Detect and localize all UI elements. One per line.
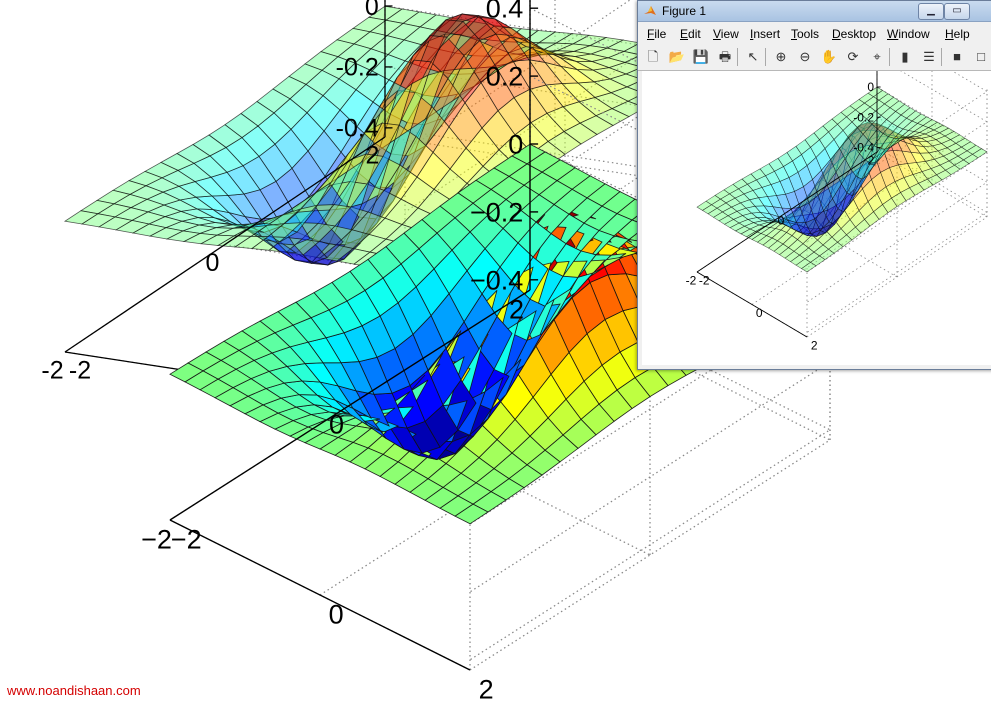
surface-patch bbox=[63, 210, 100, 225]
legend-icon[interactable]: ☰ bbox=[923, 49, 935, 64]
y-tick-label: 0 bbox=[329, 409, 344, 439]
z-tick-label: 0 bbox=[508, 129, 523, 159]
menu-edit[interactable]: Edit bbox=[680, 27, 701, 41]
pan-hand-icon[interactable]: ✋ bbox=[820, 49, 838, 64]
x-tick-label: 0 bbox=[329, 599, 344, 629]
y-tick-label: 0 bbox=[206, 249, 220, 277]
show-plot-tools-icon[interactable]: □ bbox=[977, 49, 985, 64]
z-tick-label: 0.2 bbox=[486, 62, 524, 92]
zoom-in-icon[interactable]: ⊕ bbox=[775, 49, 787, 64]
new-file-icon[interactable]: 🗋 bbox=[647, 49, 659, 64]
y-tick-label: 2 bbox=[868, 154, 875, 168]
save-icon[interactable]: 💾 bbox=[692, 49, 710, 64]
figure-window-surface-plot: 0.40.20-0.2-0.420-2-202 bbox=[686, 20, 988, 353]
y-tick-label: 0 bbox=[778, 214, 785, 228]
data-cursor-icon[interactable]: ⌖ bbox=[873, 49, 881, 64]
z-tick-label: 0 bbox=[365, 0, 379, 21]
pointer-icon[interactable]: ↖ bbox=[747, 49, 759, 64]
x-tick-label: -2 bbox=[699, 274, 710, 288]
y-tick-label: −2 bbox=[141, 524, 172, 554]
z-tick-label: 0 bbox=[867, 80, 874, 94]
maximize-button[interactable]: ▭ bbox=[944, 3, 970, 20]
hide-plot-tools-icon[interactable]: ■ bbox=[953, 49, 961, 64]
zoom-out-icon[interactable]: ⊖ bbox=[799, 49, 811, 64]
title-bar[interactable]: Figure 1 ▁ ▭ bbox=[638, 1, 991, 22]
maximize-icon: ▭ bbox=[952, 5, 962, 16]
toolbar-separator bbox=[941, 48, 942, 66]
rotate-3d-icon[interactable]: ⟳ bbox=[847, 49, 859, 64]
opaque-surface-plot: 0.40.20−0.2−0.420−2−202 bbox=[141, 0, 832, 701]
menu-window[interactable]: Window bbox=[887, 27, 930, 41]
z-tick-label: -0.2 bbox=[853, 110, 874, 124]
open-folder-icon[interactable]: 📂 bbox=[668, 49, 686, 64]
minimize-button[interactable]: ▁ bbox=[918, 3, 944, 20]
menu-file[interactable]: File bbox=[647, 27, 667, 41]
x-tick-label: 0 bbox=[756, 306, 763, 320]
x-tick-label: 2 bbox=[811, 339, 818, 353]
surface-mesh bbox=[169, 143, 831, 525]
toolbar-separator bbox=[737, 48, 738, 66]
x-tick-label: 2 bbox=[479, 674, 494, 701]
axes: 0.40.20−0.2−0.420−2−202 bbox=[141, 0, 539, 701]
x-tick-label: −2 bbox=[171, 524, 202, 554]
menu-bar: File Edit View Insert Tools Desktop Window Help bbox=[638, 22, 991, 44]
figure-canvas[interactable]: 0.40.20-0.2-0.420-2-202 bbox=[642, 20, 991, 365]
menu-tools[interactable]: Tools bbox=[791, 27, 820, 41]
z-tick-label: −0.4 bbox=[470, 265, 523, 295]
menu-desktop[interactable]: Desktop bbox=[832, 27, 877, 41]
x-tick-label: -2 bbox=[69, 356, 91, 384]
z-tick-label: -0.4 bbox=[853, 141, 874, 155]
window-title: Figure 1 bbox=[662, 4, 707, 18]
y-tick-label: 2 bbox=[509, 294, 524, 324]
surface-patch bbox=[169, 362, 204, 383]
surface-mesh bbox=[696, 86, 988, 273]
matlab-logo-icon bbox=[644, 6, 656, 15]
menu-help[interactable]: Help bbox=[945, 27, 970, 41]
toolbar-separator bbox=[765, 48, 766, 66]
z-tick-label: 0.4 bbox=[486, 0, 524, 24]
menu-view[interactable]: View bbox=[713, 27, 739, 41]
figure-window[interactable]: Figure 1 ▁ ▭ File Edit View Insert Tools Desk… bbox=[637, 0, 991, 370]
menu-insert[interactable]: Insert bbox=[750, 27, 781, 41]
toolbar-separator bbox=[889, 48, 890, 66]
y-tick-label: -2 bbox=[41, 356, 63, 384]
toolbar: 🗋 📂 💾 🖶 ↖ ⊕ ⊖ ✋ ⟳ ⌖ ▮ ☰ ■ □ bbox=[638, 44, 991, 71]
minimize-icon: ▁ bbox=[927, 5, 935, 16]
z-tick-label: −0.2 bbox=[470, 197, 523, 227]
y-tick-label: 2 bbox=[366, 141, 380, 169]
colorbar-icon[interactable]: ▮ bbox=[901, 49, 909, 64]
print-icon[interactable]: 🖶 bbox=[718, 49, 732, 64]
y-tick-label: -2 bbox=[686, 274, 697, 288]
z-tick-label: -0.2 bbox=[336, 54, 379, 82]
surface-patch bbox=[696, 200, 713, 211]
z-tick-label: -0.4 bbox=[336, 115, 379, 143]
watermark: www.noandishaan.com bbox=[7, 683, 141, 698]
